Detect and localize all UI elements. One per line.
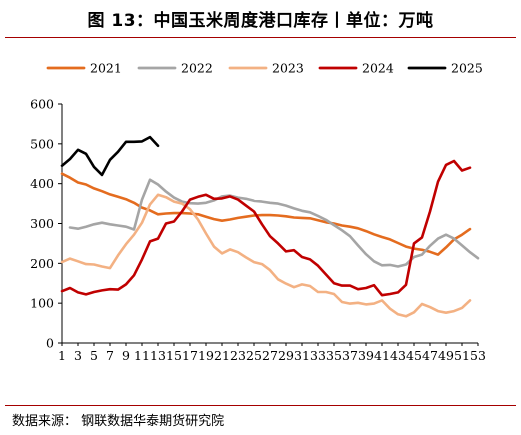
x-tick-label: 49 [438,348,454,363]
legend-label-2021: 2021 [90,61,122,76]
y-tick-label: 200 [30,256,54,271]
x-tick-label: 5 [90,348,98,363]
x-tick-label: 53 [470,348,486,363]
y-tick-label: 400 [30,176,54,191]
x-tick-label: 17 [182,348,198,363]
y-axis: 0 100 200 300 400 500 600 [30,97,63,351]
line-chart: 2021 2022 2023 2024 2025 0 100 200 300 400 500 600… [30,61,486,364]
x-tick-label: 19 [198,348,214,363]
y-tick-label: 0 [46,336,54,351]
legend-label-2024: 2024 [362,61,394,76]
source-note: 数据来源： 钢联数据华泰期货研究院 [12,414,225,429]
legend-label-2022: 2022 [181,61,213,76]
x-tick-label: 43 [390,348,406,363]
x-tick-label: 33 [310,348,326,363]
x-tick-label: 37 [342,348,358,363]
x-tick-label: 41 [374,348,390,363]
x-tick-label: 47 [422,348,438,363]
series-line-2025 [60,135,160,177]
series-line-2022 [68,178,480,268]
y-tick-label: 600 [30,97,54,112]
x-tick-label: 9 [122,348,130,363]
y-tick-label: 300 [30,216,54,231]
series-line-2023 [60,193,472,318]
source-divider [5,405,516,406]
x-tick-label: 7 [106,348,114,363]
x-tick-label: 35 [326,348,342,363]
legend-label-2023: 2023 [272,61,304,76]
chart-title: 图 13：中国玉米周度港口库存丨单位：万吨 [87,11,434,31]
series-line-2024 [60,159,472,297]
x-tick-label: 11 [134,348,150,363]
x-tick-label: 27 [262,348,278,363]
x-tick-label: 21 [214,348,230,363]
legend: 2021 2022 2023 2024 2025 [46,61,483,76]
x-axis: 1 3 5 7 9 11 13 15 17 19 21 23 25 27 29 31 33 35 37 39 41 43 4… [58,342,486,363]
x-tick-label: 51 [454,348,470,363]
x-tick-label: 45 [406,348,422,363]
x-tick-label: 1 [58,348,66,363]
series-lines [60,135,480,318]
y-tick-label: 500 [30,136,54,151]
x-tick-label: 25 [246,348,262,363]
x-tick-label: 13 [150,348,166,363]
x-tick-label: 23 [230,348,246,363]
legend-label-2025: 2025 [451,61,483,76]
x-tick-label: 31 [294,348,310,363]
title-divider [5,37,516,38]
x-tick-label: 39 [358,348,374,363]
x-tick-label: 15 [166,348,182,363]
series-line-2021 [60,172,472,256]
x-tick-label: 29 [278,348,294,363]
y-tick-label: 100 [30,296,54,311]
x-tick-label: 3 [74,348,82,363]
